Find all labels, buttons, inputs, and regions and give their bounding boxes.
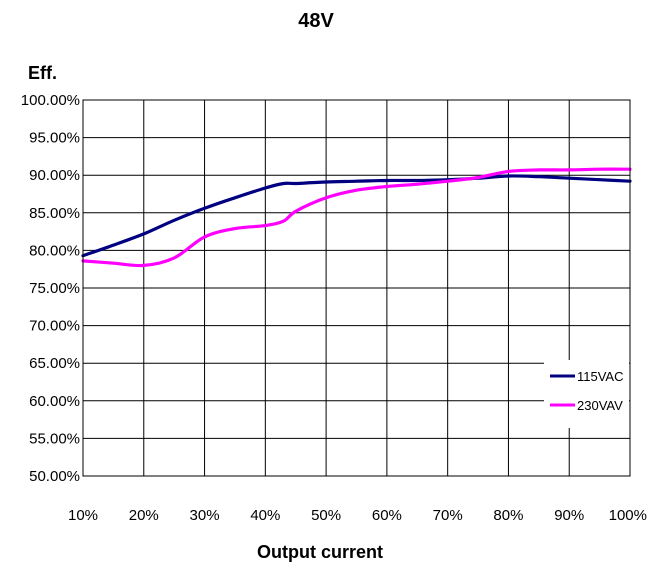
legend-label-230vav: 230VAV (577, 398, 623, 413)
x-tick-label: 10% (68, 507, 98, 524)
series-lines (81, 167, 632, 268)
y-tick-label: 80.00% (29, 242, 80, 259)
x-axis-title: Output current (257, 542, 383, 562)
x-tick-label: 40% (250, 507, 280, 524)
series-line-115vac (81, 174, 632, 258)
legend-label-115vac: 115VAC (577, 369, 624, 384)
x-tick-label: 90% (554, 507, 584, 524)
y-tick-labels: 50.00% 55.00% 60.00% 65.00% 70.00% 75.00% 80.0… (21, 92, 80, 485)
x-tick-label: 100% (609, 507, 647, 524)
y-tick-label: 60.00% (29, 393, 80, 410)
y-axis-title: Eff. (28, 63, 57, 83)
y-tick-label: 90.00% (29, 167, 80, 184)
x-tick-label: 80% (493, 507, 523, 524)
x-tick-label: 60% (372, 507, 402, 524)
y-tick-label: 70.00% (29, 318, 80, 335)
y-tick-label: 75.00% (29, 280, 80, 297)
x-tick-label: 20% (129, 507, 159, 524)
x-tick-label: 30% (190, 507, 220, 524)
x-tick-label: 50% (311, 507, 341, 524)
x-tick-labels: 10% 20% 30% 40% 50% 60% 70% 80% 90% 100% (68, 507, 647, 524)
y-tick-label: 85.00% (29, 205, 80, 222)
legend: 115VAC 230VAV (544, 360, 629, 428)
chart-title: 48V (298, 10, 334, 32)
y-tick-label: 50.00% (29, 468, 80, 485)
legend-box (544, 360, 629, 428)
series-line-230vav (81, 167, 632, 268)
y-tick-label: 95.00% (29, 130, 80, 147)
plot-border (82, 99, 631, 477)
y-tick-label: 100.00% (21, 92, 80, 109)
y-tick-label: 65.00% (29, 355, 80, 372)
x-tick-label: 70% (433, 507, 463, 524)
y-tick-label: 55.00% (29, 430, 80, 447)
